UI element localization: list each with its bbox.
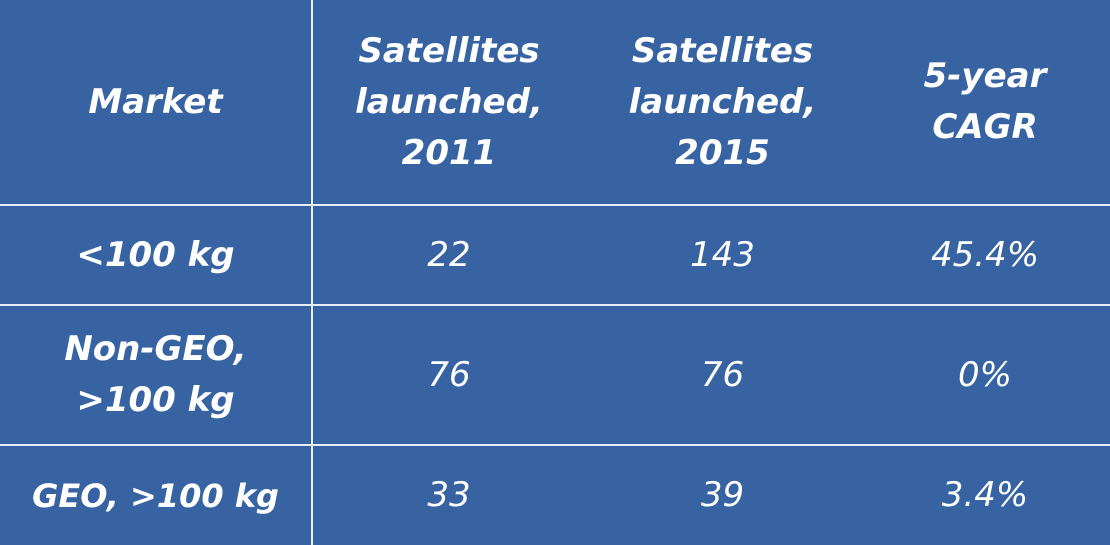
row: GEO, >100 kg 33 39 3.4% — [0, 444, 1110, 545]
header-text: Market — [88, 81, 223, 122]
market-cell: <100 kg — [0, 204, 313, 305]
cell: 0% — [860, 304, 1110, 445]
row: <100 kg 22 143 45.4% — [0, 204, 1110, 305]
cell: 22 — [312, 204, 585, 305]
cell-text: Non-GEO, >100 kg — [64, 329, 247, 420]
market-cell: Non-GEO, >100 kg — [0, 304, 313, 445]
cell: 3.4% — [860, 444, 1110, 545]
cell: 33 — [312, 444, 585, 545]
header-cell: Market — [0, 0, 313, 205]
header-text: 5-year CAGR — [923, 56, 1047, 147]
cell: 45.4% — [860, 204, 1110, 305]
header-cell: Satellites launched, 2011 — [312, 0, 585, 205]
cell: 76 — [312, 304, 585, 445]
header-row: Market Satellites launched, 2011 Satelli… — [0, 0, 1110, 205]
header-cell: Satellites launched, 2015 — [585, 0, 860, 205]
cell-text: GEO, >100 kg — [32, 476, 279, 515]
header-text: Satellites launched, 2015 — [628, 30, 817, 173]
cell-text: <100 kg — [76, 234, 235, 275]
cell: 143 — [585, 204, 860, 305]
row: Non-GEO, >100 kg 76 76 0% — [0, 304, 1110, 445]
header-cell: 5-year CAGR — [860, 0, 1110, 205]
market-cell: GEO, >100 kg — [0, 444, 313, 545]
cell: 76 — [585, 304, 860, 445]
cell: 39 — [585, 444, 860, 545]
header-text: Satellites launched, 2011 — [355, 30, 543, 173]
